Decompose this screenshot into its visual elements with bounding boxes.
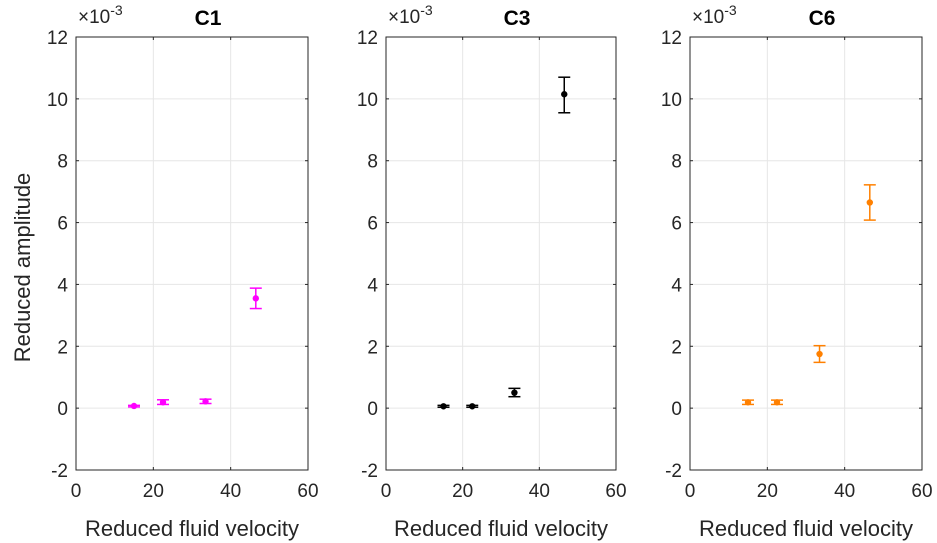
data-marker [469, 403, 476, 410]
y-tick-label: 10 [661, 90, 682, 111]
y-tick-label: 0 [671, 399, 682, 420]
x-tick-label: 0 [71, 481, 82, 502]
exponent-power: -3 [420, 2, 433, 18]
data-point-1 [128, 402, 140, 410]
data-point-1 [742, 399, 754, 406]
axes-box [75, 36, 309, 471]
x-axis-label: Reduced fluid velocity [394, 516, 608, 541]
exponent-base: ×10 [78, 7, 110, 28]
y-tick-label: -2 [665, 461, 682, 482]
y-tick-label: -2 [51, 461, 68, 482]
data-point-3 [508, 387, 521, 398]
x-tick-label: 20 [757, 481, 778, 502]
y-tick-label: 8 [57, 152, 68, 173]
y-tick-label: 2 [671, 337, 682, 358]
data-marker [866, 199, 873, 206]
y-tick-label: 10 [47, 90, 68, 111]
x-axis-label: Reduced fluid velocity [699, 516, 913, 541]
y-exponent-label: ×10-3 [692, 2, 737, 28]
data-marker [561, 91, 568, 98]
y-tick-label: -2 [361, 461, 378, 482]
data-point-3 [199, 398, 212, 405]
data-marker [511, 389, 518, 396]
y-exponent-label: ×10-3 [388, 2, 433, 28]
x-tick-label: 60 [911, 481, 932, 502]
y-tick-label: 0 [57, 399, 68, 420]
data-marker [252, 295, 259, 302]
chart-title: C6 [809, 7, 836, 30]
y-tick-label: 12 [47, 28, 68, 49]
y-axis-label: Reduced amplitude [10, 173, 35, 363]
data-point-2 [466, 403, 479, 410]
x-tick-label: 20 [452, 481, 473, 502]
x-tick-label: 0 [381, 481, 392, 502]
exponent-base: ×10 [692, 7, 724, 28]
y-tick-label: 12 [357, 28, 378, 49]
y-tick-label: 4 [57, 275, 68, 296]
y-tick-label: 4 [671, 275, 682, 296]
axes-box [689, 36, 923, 471]
y-tick-label: 8 [671, 152, 682, 173]
exponent-power: -3 [110, 2, 123, 18]
data-marker [816, 350, 823, 358]
data-point-1 [437, 403, 450, 410]
y-tick-label: 2 [57, 337, 68, 358]
x-tick-label: 0 [685, 481, 696, 502]
x-tick-label: 40 [834, 481, 855, 502]
axes-box [385, 36, 617, 471]
x-tick-label: 60 [297, 481, 318, 502]
x-axis-label: Reduced fluid velocity [85, 516, 299, 541]
data-marker [773, 399, 781, 406]
data-marker [440, 403, 447, 410]
exponent-base: ×10 [388, 7, 420, 28]
data-marker [130, 402, 138, 410]
data-point-4 [249, 287, 262, 310]
y-tick-label: 6 [671, 214, 682, 235]
data-marker [744, 399, 752, 406]
y-exponent-label: ×10-3 [78, 2, 123, 28]
y-tick-label: 2 [367, 337, 378, 358]
data-marker [202, 398, 209, 405]
y-tick-label: 6 [367, 214, 378, 235]
data-point-4 [863, 184, 876, 221]
data-point-3 [813, 344, 826, 364]
y-tick-label: 8 [367, 152, 378, 173]
y-tick-label: 10 [357, 90, 378, 111]
data-point-2 [771, 399, 783, 406]
x-tick-label: 20 [143, 481, 164, 502]
x-tick-label: 40 [220, 481, 241, 502]
exponent-power: -3 [724, 2, 737, 18]
y-tick-label: 0 [367, 399, 378, 420]
data-marker [159, 399, 167, 406]
y-tick-label: 12 [661, 28, 682, 49]
chart-title: C1 [195, 7, 222, 30]
data-point-2 [157, 399, 169, 406]
data-point-4 [558, 76, 571, 114]
y-tick-label: 4 [367, 275, 378, 296]
y-tick-label: 6 [57, 214, 68, 235]
x-tick-label: 40 [529, 481, 550, 502]
x-tick-label: 60 [605, 481, 626, 502]
chart-title: C3 [504, 7, 531, 30]
